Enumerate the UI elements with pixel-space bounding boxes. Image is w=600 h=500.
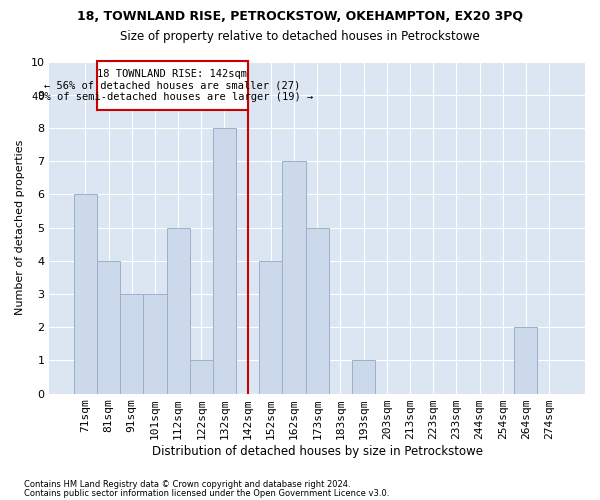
Bar [97, 261, 120, 394]
Text: Contains public sector information licensed under the Open Government Licence v3: Contains public sector information licen… [24, 489, 389, 498]
Bar [283, 161, 305, 394]
X-axis label: Distribution of detached houses by size in Petrockstowe: Distribution of detached houses by size … [152, 444, 483, 458]
Bar [120, 294, 143, 394]
Y-axis label: Number of detached properties: Number of detached properties [15, 140, 25, 315]
Bar [352, 360, 375, 394]
Text: Contains HM Land Registry data © Crown copyright and database right 2024.: Contains HM Land Registry data © Crown c… [24, 480, 350, 489]
Text: Size of property relative to detached houses in Petrockstowe: Size of property relative to detached ho… [120, 30, 480, 43]
Text: 18, TOWNLAND RISE, PETROCKSTOW, OKEHAMPTON, EX20 3PQ: 18, TOWNLAND RISE, PETROCKSTOW, OKEHAMPT… [77, 10, 523, 23]
Bar [213, 128, 236, 394]
Bar [167, 228, 190, 394]
Bar [143, 294, 167, 394]
Bar [305, 228, 329, 394]
Bar [190, 360, 213, 394]
Bar [97, 62, 248, 110]
Bar [259, 261, 283, 394]
Bar [74, 194, 97, 394]
Text: 18 TOWNLAND RISE: 142sqm
← 56% of detached houses are smaller (27)
40% of semi-d: 18 TOWNLAND RISE: 142sqm ← 56% of detach… [32, 69, 313, 102]
Bar [514, 327, 538, 394]
